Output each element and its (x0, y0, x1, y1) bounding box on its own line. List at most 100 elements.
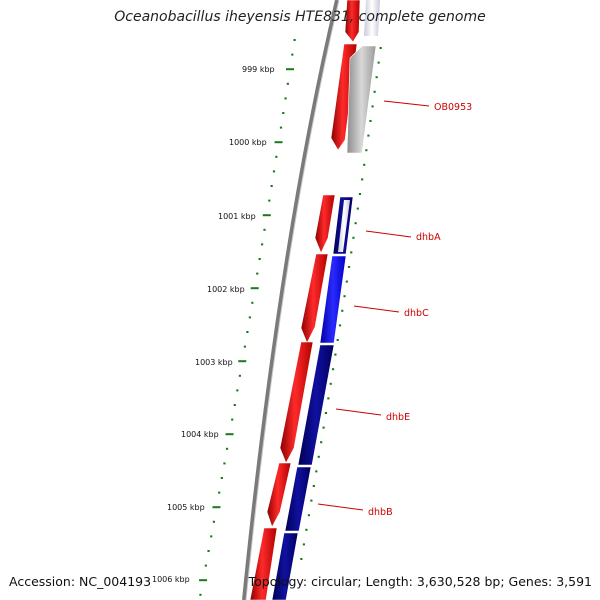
gene-label-ob0953[interactable]: OB0953 (434, 102, 472, 113)
gene-label-dhbc[interactable]: dhbC (404, 308, 429, 319)
tick-minor (367, 134, 370, 137)
feature-dhbe-red[interactable] (279, 341, 314, 464)
genome-title: Oceanobacillus iheyensis HTE831, complet… (114, 9, 486, 25)
tick-minor (365, 149, 368, 152)
feature-dhbb-navy[interactable] (284, 466, 312, 532)
tick-minor (282, 112, 285, 114)
tick-minor (212, 520, 216, 523)
tick-minor (315, 470, 318, 473)
scale-label-999: 999 kbp (242, 65, 275, 74)
gene-label-dhbe[interactable]: dhbE (386, 412, 410, 423)
tick-minor (300, 558, 303, 560)
feature-bottom-red[interactable] (249, 527, 278, 600)
tick-minor (327, 397, 330, 400)
tick-minor (243, 345, 246, 348)
tick-minor (233, 404, 236, 406)
tick-minor (263, 228, 266, 231)
topology-text: Topology: circular; Length: 3,630,528 bp… (248, 574, 592, 589)
tick-minor (352, 236, 355, 239)
tick-minor (223, 462, 226, 465)
feature-dhbe-navy[interactable] (297, 344, 335, 466)
tick-minor (268, 199, 271, 202)
feature-ob0953-grey[interactable] (346, 45, 377, 154)
tick-minor (338, 324, 342, 327)
tick-minor (272, 170, 276, 173)
feature-dhbc-red[interactable] (300, 253, 329, 344)
tick-minor (210, 535, 213, 538)
tick-minor (371, 105, 374, 108)
tick-minor (317, 455, 320, 458)
feature-top-white (364, 0, 380, 36)
feature-dhba-white (338, 200, 350, 252)
tick-minor (331, 368, 335, 371)
scale-label-1003: 1003 kbp (195, 358, 233, 367)
tick-minor (363, 163, 366, 166)
tick-minor (312, 485, 315, 487)
leader-line-dhbb (317, 503, 364, 511)
forward-features (249, 0, 361, 600)
feature-dhbb-red[interactable] (266, 462, 292, 528)
tick-minor (350, 251, 353, 254)
tick-minor (334, 353, 337, 356)
tick-minor (248, 316, 251, 319)
tick-minor (246, 331, 249, 333)
backbone-arc (242, 0, 339, 600)
tick-minor (256, 272, 259, 275)
tick-minor (279, 126, 283, 129)
tick-minor (347, 266, 351, 268)
tick-major (199, 579, 208, 582)
tick-minor (345, 280, 348, 283)
scale-labels: 999 kbp 1000 kbp 1001 kbp 1002 kbp 1003 … (152, 65, 275, 584)
leader-line-ob0953 (383, 100, 430, 107)
tick-minor (324, 412, 328, 414)
tick-minor (302, 543, 305, 546)
accession-text: Accession: NC_004193 (9, 574, 152, 589)
tick-minor (284, 97, 287, 100)
tick-minor (377, 61, 380, 64)
tick-minor (341, 309, 344, 312)
tick-minor (307, 514, 311, 517)
gene-label-dhba[interactable]: dhbA (416, 232, 441, 243)
tick-major (262, 214, 271, 217)
tick-minor (354, 222, 357, 225)
scale-label-1001: 1001 kbp (218, 212, 256, 221)
leader-line-dhba (365, 230, 412, 238)
tick-minor (322, 426, 325, 429)
backbone-arc-highlight (245, 0, 340, 600)
scale-label-1005: 1005 kbp (167, 503, 205, 512)
tick-minor (320, 441, 323, 444)
tick-minor (336, 339, 339, 341)
scale-label-1002: 1002 kbp (207, 285, 245, 294)
tick-minor (373, 90, 376, 93)
feature-bottom-navy[interactable] (271, 532, 299, 600)
tick-minor (379, 47, 382, 49)
gene-label-dhbb[interactable]: dhbB (368, 507, 393, 518)
tick-minor (220, 477, 223, 479)
tick-minor (225, 447, 229, 450)
tick-major (238, 360, 247, 363)
tick-minor (375, 76, 378, 79)
leader-line-dhbe (335, 408, 382, 416)
feature-dhba-red[interactable] (314, 194, 336, 254)
feature-dhbc-blue[interactable] (319, 255, 347, 344)
tick-major (250, 287, 259, 290)
tick-minor (260, 243, 264, 246)
tick-minor (291, 53, 294, 56)
tick-minor (310, 499, 313, 502)
tick-minor (343, 295, 346, 298)
scale-label-1000: 1000 kbp (229, 138, 267, 147)
tick-minor (204, 564, 207, 567)
tick-track (199, 39, 382, 596)
tick-minor (218, 491, 221, 494)
reverse-features (271, 0, 380, 600)
feature-top-red[interactable] (344, 0, 361, 43)
tick-minor (199, 593, 202, 596)
tick-minor (231, 418, 234, 421)
tick-major (212, 506, 221, 509)
leader-line-dhbc (353, 305, 400, 313)
tick-minor (238, 374, 241, 377)
tick-major (274, 141, 283, 144)
scale-label-1004: 1004 kbp (181, 430, 219, 439)
tick-minor (361, 178, 364, 181)
